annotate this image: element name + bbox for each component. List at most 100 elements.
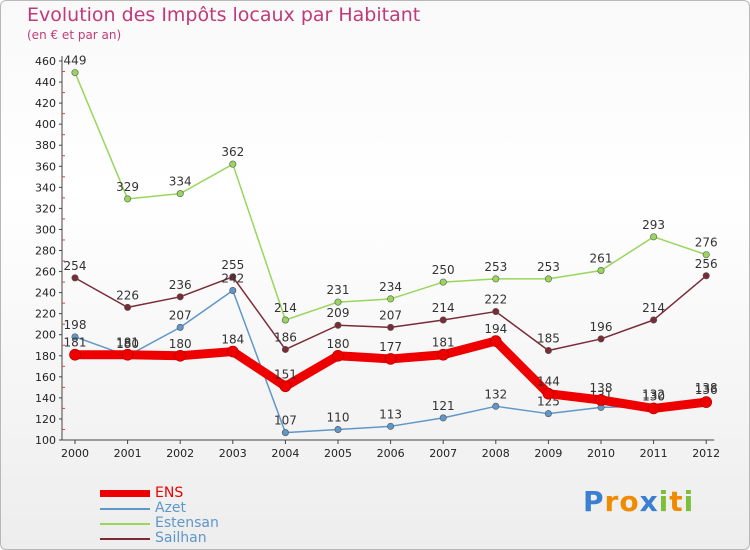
data-label: 132 bbox=[484, 387, 507, 401]
logo-letter: i bbox=[658, 485, 670, 518]
data-point bbox=[439, 316, 447, 324]
data-label: 138 bbox=[590, 381, 613, 395]
legend-label-ens: ENS bbox=[155, 485, 184, 501]
data-point bbox=[71, 274, 79, 282]
y-tick-label: 340 bbox=[35, 181, 56, 194]
y-tick-label: 360 bbox=[35, 160, 56, 173]
data-point bbox=[439, 278, 447, 286]
data-label: 185 bbox=[537, 332, 560, 346]
data-label: 198 bbox=[64, 318, 87, 332]
y-tick-label: 120 bbox=[35, 413, 56, 426]
data-point bbox=[281, 345, 289, 353]
legend-label-sailhan: Sailhan bbox=[155, 530, 207, 546]
x-tick-label: 2000 bbox=[61, 447, 89, 460]
data-point bbox=[334, 425, 342, 433]
data-point bbox=[702, 272, 710, 280]
data-label: 214 bbox=[274, 301, 297, 315]
legend-label-azet: Azet bbox=[155, 500, 187, 516]
data-label: 180 bbox=[116, 337, 139, 351]
data-label: 181 bbox=[64, 336, 87, 350]
data-label: 113 bbox=[379, 407, 402, 421]
data-point bbox=[387, 295, 395, 303]
y-tick-label: 160 bbox=[35, 371, 56, 384]
data-label: 222 bbox=[484, 293, 507, 307]
data-point bbox=[384, 353, 397, 365]
x-tick-label: 2007 bbox=[429, 447, 457, 460]
data-label: 255 bbox=[221, 258, 244, 272]
data-point bbox=[702, 251, 710, 259]
data-point bbox=[542, 387, 555, 400]
data-point bbox=[489, 335, 502, 347]
proxiti-logo: Proxiti bbox=[583, 485, 694, 518]
data-label: 234 bbox=[379, 280, 402, 294]
data-point bbox=[334, 321, 342, 329]
y-tick-label: 280 bbox=[35, 245, 56, 258]
x-tick-label: 2002 bbox=[166, 447, 194, 460]
y-tick-label: 420 bbox=[35, 97, 56, 110]
x-tick-label: 2006 bbox=[377, 447, 405, 460]
data-label: 110 bbox=[327, 410, 350, 424]
y-tick-label: 300 bbox=[35, 223, 56, 236]
data-point bbox=[332, 349, 344, 362]
data-label: 293 bbox=[642, 218, 665, 232]
y-tick-label: 440 bbox=[35, 76, 56, 89]
data-label: 334 bbox=[169, 175, 192, 189]
data-label: 253 bbox=[537, 260, 560, 274]
data-point bbox=[492, 308, 500, 316]
data-point bbox=[229, 160, 237, 168]
data-point bbox=[492, 275, 500, 283]
data-label: 181 bbox=[432, 336, 455, 350]
data-label: 180 bbox=[327, 337, 350, 351]
series-estensan: 449 329 334 362 214 231 234 250 253 253 261 293 276 bbox=[64, 54, 718, 324]
data-label: 362 bbox=[221, 145, 244, 159]
chart-subtitle: (en € et par an) bbox=[27, 28, 122, 42]
data-point bbox=[227, 345, 239, 358]
data-point bbox=[176, 293, 184, 301]
data-point bbox=[124, 195, 132, 203]
data-label: 214 bbox=[432, 301, 455, 315]
data-point bbox=[121, 348, 134, 361]
logo-letter: r bbox=[604, 485, 620, 518]
data-label: 138 bbox=[695, 381, 718, 395]
data-label: 107 bbox=[274, 414, 297, 428]
y-tick-label: 200 bbox=[35, 329, 56, 342]
y-tick-label: 100 bbox=[35, 434, 56, 447]
data-point bbox=[650, 233, 658, 241]
data-point bbox=[124, 303, 132, 311]
legend-swatch-azet bbox=[100, 508, 150, 510]
data-point bbox=[281, 429, 289, 437]
logo-letter: t bbox=[669, 485, 684, 518]
series-sailhan: 254 226 236 255 186 209 207 214 222 185 196 214 256 bbox=[64, 257, 718, 355]
data-label: 151 bbox=[274, 367, 297, 381]
data-label: 254 bbox=[64, 259, 87, 273]
data-point bbox=[174, 349, 186, 362]
logo-letter: i bbox=[683, 485, 695, 518]
data-label: 207 bbox=[169, 308, 192, 322]
data-label: 214 bbox=[642, 301, 665, 315]
data-label: 121 bbox=[432, 399, 455, 413]
data-point bbox=[229, 273, 237, 281]
x-tick-label: 2004 bbox=[271, 447, 299, 460]
data-label: 144 bbox=[537, 375, 560, 389]
data-label: 177 bbox=[379, 340, 402, 354]
data-label: 226 bbox=[116, 288, 139, 302]
data-label: 196 bbox=[590, 320, 613, 334]
data-point bbox=[71, 333, 79, 341]
data-point bbox=[700, 396, 713, 408]
data-label: 253 bbox=[484, 260, 507, 274]
y-tick-label: 380 bbox=[35, 139, 56, 152]
data-label: 132 bbox=[642, 387, 665, 401]
data-label: 231 bbox=[327, 283, 350, 297]
x-tick-label: 2011 bbox=[640, 447, 668, 460]
data-label: 256 bbox=[695, 257, 718, 271]
data-label: 207 bbox=[379, 308, 402, 322]
y-tick-label: 260 bbox=[35, 266, 56, 279]
data-point bbox=[69, 348, 81, 361]
legend-swatch-ens bbox=[100, 490, 150, 497]
data-point bbox=[387, 323, 395, 331]
legend-item-sailhan: Sailhan bbox=[100, 530, 260, 546]
x-tick-label: 2001 bbox=[114, 447, 142, 460]
data-point bbox=[71, 69, 79, 77]
